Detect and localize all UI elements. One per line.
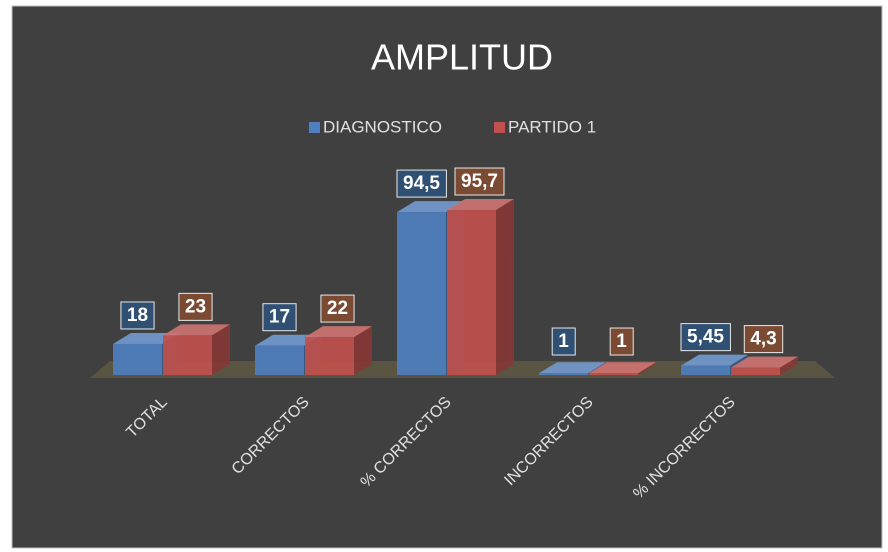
bar (305, 326, 372, 375)
data-label-box (680, 323, 731, 352)
bar (589, 362, 656, 375)
data-label-box (454, 167, 505, 196)
bar-face (589, 362, 656, 374)
bar-face (255, 345, 304, 375)
bar-face (539, 373, 588, 375)
bar-face (305, 337, 354, 375)
bar-face (163, 324, 230, 336)
data-label: 1 (616, 331, 627, 352)
bar-face (681, 365, 730, 375)
bar-face (681, 354, 748, 366)
bar-face (163, 335, 212, 375)
bar-face (397, 212, 446, 375)
data-label: 23 (185, 296, 206, 317)
bar (163, 324, 230, 375)
data-label-box (178, 292, 213, 321)
bar-face (731, 356, 798, 368)
bar-face (113, 343, 162, 375)
bar-face (638, 362, 656, 375)
data-label: 18 (127, 305, 148, 326)
data-label-box (609, 327, 634, 356)
bar-face (496, 199, 514, 375)
data-label: 95,7 (461, 171, 498, 192)
bar-face (447, 199, 514, 210)
chart-title: AMPLITUD (371, 37, 553, 78)
bar-face (397, 201, 464, 213)
bar-face (780, 356, 798, 375)
legend-label: DIAGNOSTICO (323, 117, 442, 136)
bar-face (589, 373, 638, 375)
data-label: 94,5 (403, 173, 440, 194)
data-label-box (262, 303, 297, 332)
data-label: 4,3 (750, 329, 776, 350)
data-label-box (396, 169, 447, 198)
bar (731, 356, 798, 375)
data-label-box (120, 301, 155, 330)
data-label-box (743, 325, 784, 354)
bar-face (731, 367, 780, 375)
bar-face (305, 326, 372, 338)
bar-face (354, 326, 372, 375)
data-label-box (320, 294, 355, 323)
legend-swatch (309, 122, 320, 133)
data-label: 1 (558, 331, 569, 352)
data-label: 5,45 (687, 327, 724, 348)
legend-label: PARTIDO 1 (508, 117, 596, 136)
bar (447, 199, 514, 375)
legend-swatch (494, 122, 505, 133)
data-label: 17 (269, 307, 290, 328)
data-label: 22 (327, 298, 348, 319)
bar-face (539, 362, 606, 374)
bar-face (447, 210, 496, 375)
bar-face (212, 324, 230, 375)
data-label-box (551, 327, 576, 356)
